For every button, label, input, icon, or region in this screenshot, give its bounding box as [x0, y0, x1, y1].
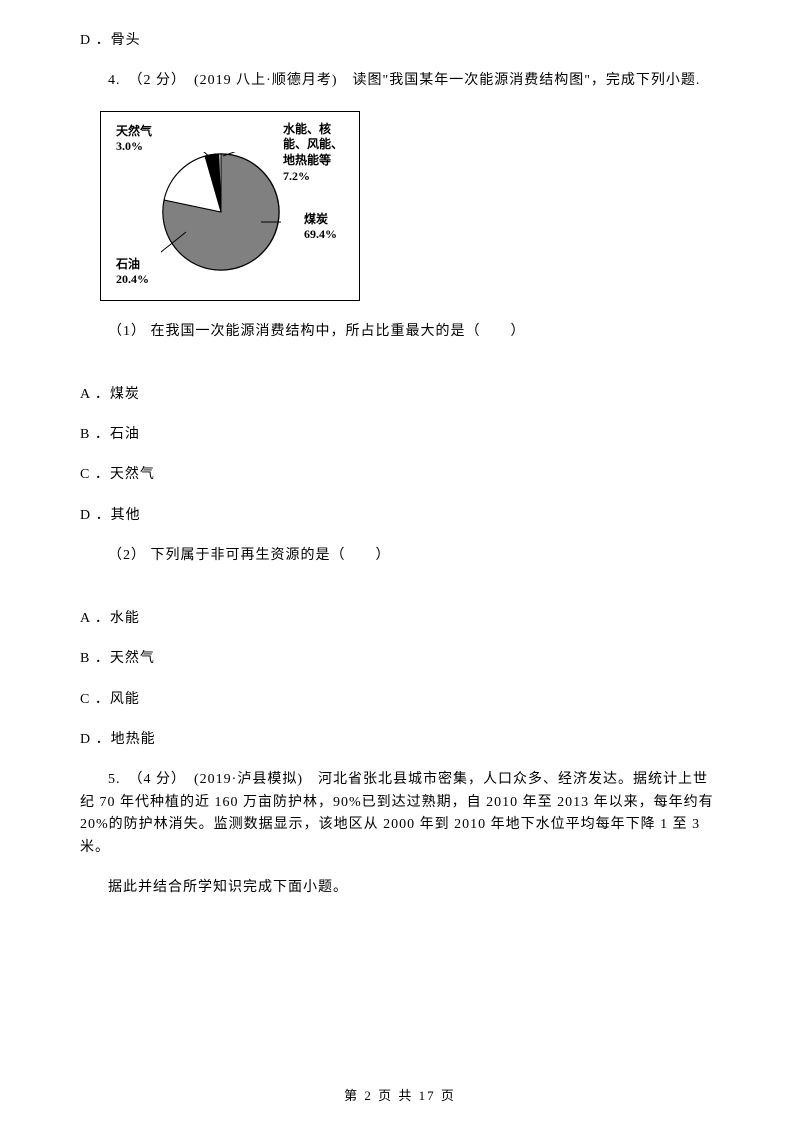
label-oil: 石油20.4% [116, 257, 149, 288]
q4-1-option-c: C ．天然气 [80, 464, 720, 486]
q4-2-option-a: A ．水能 [80, 608, 720, 630]
q4-sub1: （1） 在我国一次能源消费结构中，所占比重最大的是（ ） [80, 321, 720, 343]
pie-svg [161, 152, 281, 272]
q4-stem: 4. （2 分） (2019 八上·顺德月考) 读图"我国某年一次能源消费结构图… [80, 70, 720, 92]
q4-1-option-d: D ．其他 [80, 505, 720, 527]
page-footer: 第 2 页 共 17 页 [0, 1086, 800, 1107]
q4-1-option-a: A ．煤炭 [80, 384, 720, 406]
pie-chart: 天然气3.0% 水能、核 能、风能、 地热能等 7.2% 石油20.4% 煤炭6… [100, 111, 360, 301]
q5-sub: 据此并结合所学知识完成下面小题。 [80, 877, 720, 899]
q4-2-option-d: D ．地热能 [80, 729, 720, 751]
label-other: 水能、核 能、风能、 地热能等 7.2% [283, 122, 343, 184]
option-d-prev: D ．骨头 [80, 30, 720, 52]
q5-stem: 5. （4 分） (2019·泸县模拟) 河北省张北县城市密集，人口众多、经济发… [80, 769, 720, 859]
q4-sub2: （2） 下列属于非可再生资源的是（ ） [80, 545, 720, 567]
q4-2-option-b: B ．天然气 [80, 648, 720, 670]
q4-2-option-c: C ．风能 [80, 689, 720, 711]
q4-1-option-b: B ．石油 [80, 424, 720, 446]
label-coal: 煤炭69.4% [304, 212, 337, 243]
label-gas: 天然气3.0% [116, 124, 152, 155]
